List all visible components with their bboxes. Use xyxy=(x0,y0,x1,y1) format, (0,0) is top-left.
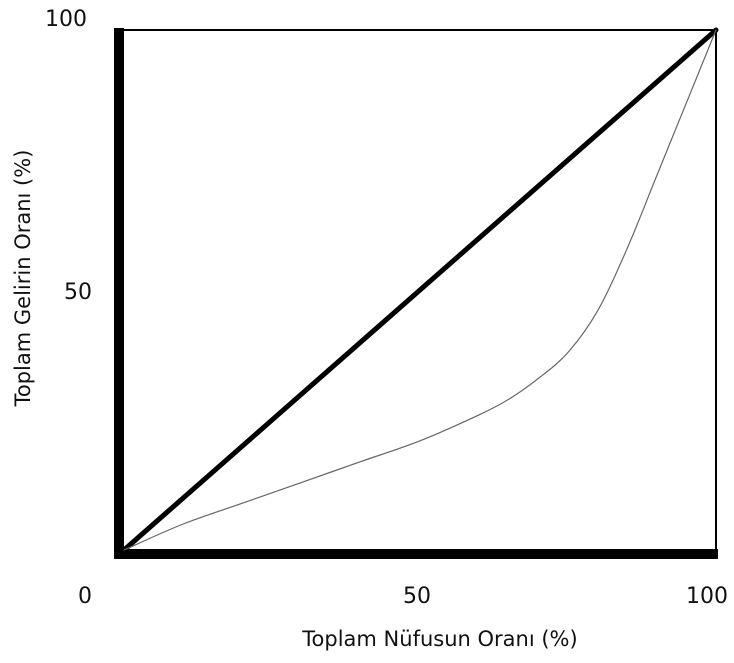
x-axis-title: Toplam Nüfusun Oranı (%) xyxy=(301,627,577,651)
y-tick-label-100: 100 xyxy=(45,7,87,32)
x-tick-label-50: 50 xyxy=(403,584,431,609)
y-axis-title: Toplam Gelirin Oranı (%) xyxy=(11,150,35,408)
y-tick-label-50: 50 xyxy=(64,280,92,305)
tick-labels: 0 50 100 50 100 xyxy=(45,7,728,609)
equality-line xyxy=(124,30,716,550)
series-layer xyxy=(124,30,716,550)
x-tick-label-0: 0 xyxy=(78,584,92,609)
x-tick-label-100: 100 xyxy=(686,584,728,609)
